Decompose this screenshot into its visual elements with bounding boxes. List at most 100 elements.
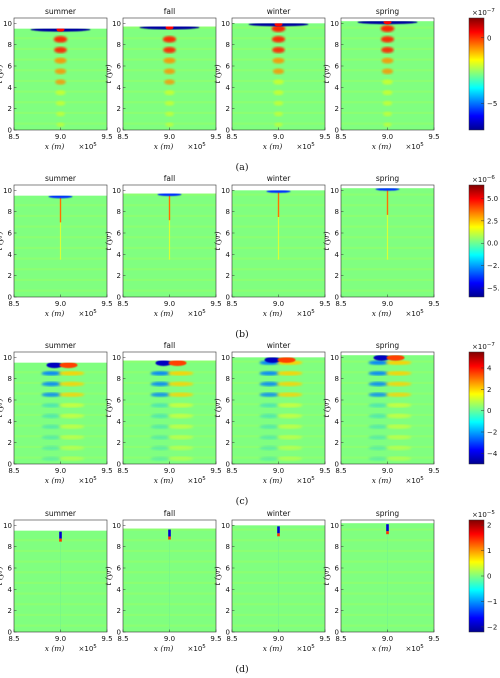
y-axis-label: t (yr) (0, 398, 4, 417)
x-axis-label: x (m) (372, 309, 392, 318)
colorbar-tick-label: 0.0 (487, 240, 498, 248)
positive-lobe (385, 371, 412, 376)
y-axis-label: t (yr) (322, 64, 331, 83)
positive-lobe (276, 456, 303, 461)
negative-lobe (259, 456, 280, 461)
xtick-label: 9.5 (319, 300, 330, 308)
positive-lobe (385, 413, 412, 419)
anomaly-blob (382, 79, 393, 85)
negative-lobe (41, 424, 62, 429)
ytick-label: 10 (3, 522, 12, 530)
colorbar-multiplier: ×10−7 (472, 342, 495, 351)
positive-lobe (276, 413, 303, 419)
x-multiplier: ×105 (188, 142, 207, 151)
positive-lobe (167, 456, 194, 461)
surface-positive (168, 360, 187, 367)
positive-lobe (58, 392, 85, 397)
anomaly-blob (383, 111, 392, 117)
ytick-label: 10 (330, 187, 339, 195)
subplot-title: fall (164, 7, 175, 16)
ytick-label: 8 (335, 543, 339, 551)
xtick-label: 9.0 (164, 133, 175, 141)
x-multiplier: ×105 (79, 644, 98, 653)
annual-band (14, 268, 107, 271)
heatmap-features (232, 357, 325, 461)
negative-lobe (41, 456, 62, 461)
anomaly-blob (55, 100, 66, 106)
ytick-label: 2 (226, 272, 230, 280)
spike-positive (168, 536, 171, 540)
heatmap-features (123, 26, 216, 127)
y-axis-label: t (yr) (213, 64, 222, 83)
xtick-label: 8.5 (8, 133, 19, 141)
negative-lobe (368, 424, 389, 429)
xtick-label: 9.5 (101, 467, 112, 475)
negative-lobe (150, 381, 171, 387)
subplot-title: winter (267, 509, 292, 518)
annual-band (232, 289, 325, 292)
spike-positive (277, 533, 280, 537)
colorbar-scale (468, 184, 485, 298)
ytick-label: 8 (335, 375, 339, 383)
heatmap-features (123, 528, 216, 632)
positive-lobe (58, 456, 85, 461)
subplot-fall: fall 0 2 4 6 8 10 8.5 9.0 9.5 t (yr) x (m) ×105 (104, 174, 222, 318)
negative-lobe (368, 360, 389, 365)
subplot-winter: winter 0 2 4 6 8 10 8.5 9.0 9.5 t (yr) x (m) ×105 (213, 7, 331, 151)
spike-positive (59, 538, 62, 542)
negative-lobe (150, 456, 171, 461)
xtick-label: 8.5 (335, 300, 346, 308)
colorbar: 2 1 0 −1 −2 ×10−5 (468, 510, 497, 633)
annual-band (14, 278, 107, 281)
xtick-label: 9.0 (382, 467, 393, 475)
colorbar-tick-label: −2 (487, 623, 497, 631)
anomaly-blob (383, 122, 392, 127)
subplot-spring: spring 0 2 4 6 8 10 8.5 9.0 9.5 t (yr) x (m) ×105 (322, 174, 440, 318)
xtick-label: 9.5 (428, 467, 439, 475)
ytick-label: 2 (335, 272, 339, 280)
panel-label: (c) (236, 496, 249, 507)
anomaly-blob (163, 57, 176, 64)
ytick-label: 10 (3, 20, 12, 28)
ytick-label: 2 (226, 105, 230, 113)
ytick-label: 6 (226, 397, 231, 405)
y-axis-label: t (yr) (213, 398, 222, 417)
colorbar-tick-label: 2.5 (487, 217, 498, 225)
ytick-label: 10 (112, 522, 121, 530)
ytick-label: 2 (8, 105, 12, 113)
subplot-fall: fall 0 2 4 6 8 10 8.5 9.0 9.5 t (yr) x (m) ×105 (104, 7, 222, 151)
ytick-label: 2 (117, 439, 121, 447)
ytick-label: 10 (221, 20, 230, 28)
colorbar-scale (468, 351, 485, 465)
negative-lobe (150, 445, 171, 451)
ytick-label: 2 (117, 272, 121, 280)
subplot-winter: winter 0 2 4 6 8 10 8.5 9.0 9.5 t (yr) x (m) ×105 (213, 341, 331, 485)
x-axis-label: x (m) (45, 309, 65, 318)
subplot-title: winter (267, 174, 292, 183)
anomaly-blob (53, 35, 68, 43)
positive-lobe (276, 445, 303, 451)
surface-peak (274, 23, 283, 27)
anomaly-blob (382, 100, 393, 106)
colorbar-tick-label: 2 (487, 522, 491, 530)
anomaly-blob (164, 90, 175, 96)
ytick-label: 6 (8, 397, 13, 405)
negative-lobe (150, 371, 171, 376)
ytick-label: 0 (117, 461, 121, 469)
panel-label: (b) (235, 329, 249, 340)
x-axis-label: x (m) (263, 644, 283, 653)
ytick-label: 10 (3, 187, 12, 195)
xtick-label: 9.0 (382, 133, 393, 141)
ytick-label: 0 (226, 294, 230, 302)
ytick-label: 2 (226, 607, 230, 615)
ytick-label: 2 (335, 607, 339, 615)
surface-band (48, 195, 73, 199)
x-multiplier: ×105 (297, 142, 316, 151)
colorbar: 5.0 2.5 0.0 −2.5 −5.0 ×10−6 (468, 175, 500, 298)
anomaly-blob (56, 122, 65, 127)
x-axis-label: x (m) (154, 476, 174, 485)
ytick-label: 0 (8, 629, 12, 637)
ytick-label: 0 (8, 127, 12, 135)
subplot-summer: summer 0 2 4 6 8 10 8.5 9.0 9.5 t (yr) x (m) ×105 (0, 341, 113, 485)
positive-lobe (276, 381, 303, 387)
